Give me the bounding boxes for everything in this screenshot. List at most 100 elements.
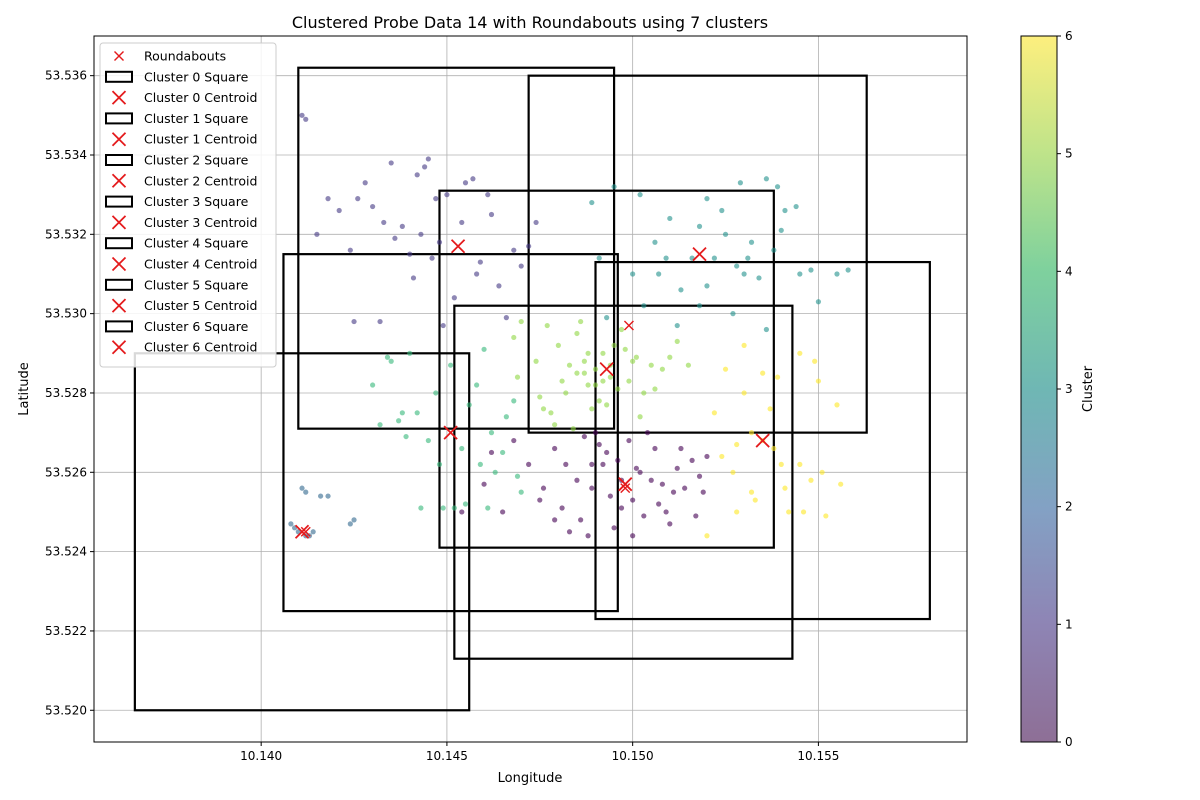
cluster-3-point	[808, 267, 814, 273]
cluster-6-point	[838, 481, 844, 487]
legend-square-swatch	[105, 70, 133, 83]
cluster-3-point	[704, 283, 710, 289]
cluster-0-point	[500, 509, 506, 515]
cluster-4-point	[503, 414, 509, 420]
cluster-4-point	[459, 445, 465, 452]
cluster-1-point	[410, 275, 417, 281]
legend-roundabout-swatch-stroke-b	[114, 51, 124, 61]
y-tick-label: 53.536	[45, 69, 87, 83]
cluster-1-point	[388, 160, 394, 166]
cluster-4-point	[370, 382, 376, 388]
cluster-0-square	[453, 304, 794, 660]
cluster-0-point	[637, 469, 643, 475]
cluster-4-point	[500, 449, 506, 456]
cluster-0-point	[578, 517, 584, 523]
legend-roundabout-swatch	[114, 51, 124, 61]
cluster-3-point	[678, 287, 684, 293]
roundabout-marker-stroke-b	[620, 483, 631, 494]
roundabout-marker-stroke-b	[300, 526, 311, 537]
cluster-0-point	[652, 445, 658, 452]
cluster-0-point	[630, 497, 636, 503]
cluster-2-point	[351, 517, 357, 523]
cluster-6-point	[741, 342, 747, 348]
cluster-4-point	[396, 418, 402, 424]
cluster-3-point	[737, 180, 743, 186]
cluster-0-point	[648, 477, 654, 483]
cluster-1-point	[429, 255, 435, 261]
cluster-5-point	[581, 370, 587, 376]
cluster-1-point	[351, 318, 357, 325]
legend-centroid-swatch	[111, 298, 127, 313]
cluster-0-point	[526, 461, 532, 467]
cluster-6-point	[730, 469, 736, 475]
cluster-2-point	[318, 493, 324, 499]
cluster-0-point	[659, 481, 665, 487]
cluster-3-point	[589, 199, 595, 206]
cluster-1-centroid-marker	[450, 239, 466, 254]
legend-entry-label: Cluster 0 Square	[144, 69, 249, 84]
chart-title: Clustered Probe Data 14 with Roundabouts…	[292, 13, 768, 32]
cluster-1-point	[496, 283, 502, 289]
cluster-5-point	[544, 322, 550, 329]
cluster-0-point	[559, 505, 565, 511]
cluster-2-point	[310, 529, 316, 535]
cluster-5-point	[626, 378, 632, 384]
cluster-5-point	[589, 406, 595, 412]
cluster-5-point	[574, 370, 580, 376]
cluster-4-point	[388, 358, 394, 364]
cluster-3-point	[696, 303, 703, 309]
cluster-0-point	[663, 509, 669, 515]
cluster-6-point	[719, 453, 725, 460]
cluster-0-centroid-marker-stroke-b	[618, 477, 633, 492]
legend-centroid-swatch-stroke-b	[111, 132, 127, 147]
cluster-0-point	[670, 489, 677, 495]
cluster-5-point	[578, 318, 584, 325]
cluster-3-point	[722, 231, 729, 237]
cluster-2-centroid-marker-stroke-b	[294, 524, 310, 539]
cluster-1-point	[436, 239, 443, 245]
legend-entry-label: Cluster 6 Centroid	[144, 340, 257, 355]
cluster-0-point	[693, 513, 699, 519]
cluster-3-point	[641, 303, 647, 309]
colorbar-tick-label: 6	[1065, 29, 1073, 43]
legend-centroid-swatch-stroke-b	[111, 256, 127, 272]
cluster-3-point	[741, 271, 747, 277]
cluster-0-point	[589, 461, 595, 467]
cluster-points	[288, 112, 851, 539]
cluster-0-point	[607, 493, 613, 499]
legend-entry-label: Cluster 5 Centroid	[144, 298, 257, 313]
legend-square-swatch	[105, 195, 133, 208]
cluster-0-point	[589, 485, 595, 491]
cluster-3-point	[778, 227, 784, 233]
cluster-5-point	[611, 342, 617, 348]
cluster-1-point	[392, 235, 398, 241]
cluster-3-point	[730, 311, 736, 317]
cluster-5-point	[648, 362, 654, 368]
cluster-6-point	[778, 461, 784, 467]
cluster-1-point	[433, 196, 439, 202]
cluster-2-square	[133, 352, 471, 712]
colorbar-tick-label: 1	[1065, 617, 1073, 631]
cluster-6-point	[819, 469, 825, 475]
cluster-4-point	[436, 461, 443, 467]
legend-entry-label: Cluster 4 Square	[144, 236, 249, 251]
legend-entry-label: Cluster 2 Centroid	[144, 173, 257, 188]
cluster-1-point	[477, 259, 483, 265]
cluster-5-point	[600, 378, 606, 384]
colorbar-tick-label: 0	[1065, 735, 1073, 749]
cluster-1-point	[299, 112, 305, 118]
y-axis-label: Latitude	[17, 362, 32, 416]
x-tick-label: 10.150	[612, 749, 654, 763]
legend-centroid-swatch	[111, 90, 127, 105]
cluster-1-point	[459, 219, 465, 226]
cluster-3-point	[815, 299, 822, 305]
cluster-4-point	[377, 422, 383, 428]
cluster-2-point	[303, 489, 309, 495]
cluster-5-point	[630, 358, 636, 364]
y-tick-label: 53.524	[45, 545, 87, 559]
cluster-3-point	[596, 255, 602, 261]
cluster-5-centroid-marker-stroke-b	[599, 362, 614, 377]
cluster-5-point	[652, 386, 658, 392]
cluster-1-point	[336, 207, 342, 214]
cluster-4-point	[511, 398, 517, 404]
